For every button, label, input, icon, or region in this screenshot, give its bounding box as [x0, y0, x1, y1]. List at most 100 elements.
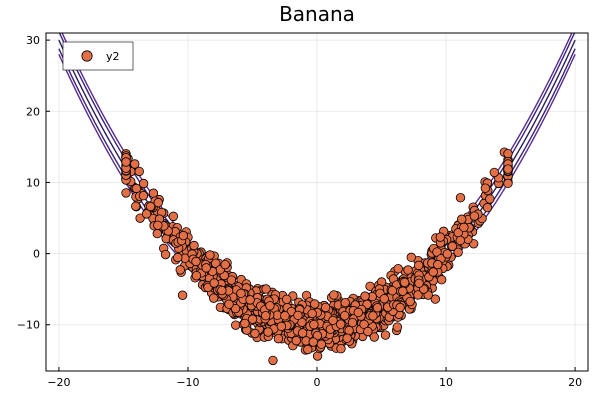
scatter-point: [336, 343, 346, 354]
scatter-point: [138, 178, 149, 189]
scatter-point: [130, 159, 140, 169]
scatter-point: [308, 337, 318, 347]
scatter-point: [309, 299, 320, 309]
scatter-point: [363, 326, 373, 337]
scatter-point: [261, 284, 271, 294]
scatter-point: [265, 301, 275, 311]
chart-title: Banana: [279, 2, 355, 26]
scatter-point: [414, 260, 424, 271]
scatter-point: [459, 222, 469, 233]
scatter-point: [217, 285, 227, 296]
axes: −20 −10 0 10 20 −10 0 10 20 30: [17, 34, 582, 389]
y-tick-label: −10: [17, 319, 40, 332]
scatter-point: [344, 325, 354, 336]
scatter-point: [329, 290, 339, 300]
scatter-points: [121, 147, 513, 366]
scatter-point: [403, 265, 413, 275]
x-tick-label: −20: [47, 376, 70, 389]
scatter-point: [379, 294, 389, 304]
scatter-point: [398, 286, 408, 296]
scatter-point: [320, 302, 331, 313]
scatter-point: [432, 247, 442, 257]
scatter-point: [428, 267, 438, 277]
scatter-point: [209, 278, 219, 288]
scatter-point: [230, 303, 241, 314]
scatter-point: [121, 157, 131, 167]
scatter-point: [369, 332, 379, 342]
y-tick-label: 10: [26, 176, 40, 189]
scatter-point: [380, 330, 391, 340]
scatter-point: [482, 202, 493, 213]
scatter-point: [405, 296, 415, 307]
scatter-point: [135, 213, 145, 223]
legend: y2: [62, 41, 134, 71]
y-tick-label: 0: [33, 248, 40, 261]
scatter-point: [335, 319, 346, 329]
scatter-point: [153, 220, 163, 230]
scatter-point: [191, 256, 201, 267]
x-tick-label: −10: [176, 376, 199, 389]
y-tick-label: 30: [26, 34, 40, 47]
x-tick-label: 20: [568, 376, 582, 389]
scatter-point: [360, 291, 370, 301]
scatter-point: [281, 294, 292, 305]
scatter-point: [291, 335, 302, 346]
scatter-point: [205, 250, 215, 260]
scatter-point: [220, 259, 230, 270]
scatter-point: [273, 333, 284, 344]
scatter-point: [268, 355, 278, 366]
scatter-point: [503, 178, 513, 189]
scatter-point: [276, 321, 287, 332]
scatter-point: [309, 319, 319, 330]
scatter-point: [240, 318, 250, 329]
scatter-point: [231, 320, 241, 330]
scatter-point: [168, 211, 179, 222]
scatter-point: [387, 285, 398, 296]
legend-label: y2: [106, 50, 120, 63]
scatter-point: [340, 310, 350, 321]
scatter-point: [208, 293, 219, 303]
scatter-point: [191, 270, 202, 281]
scatter-point: [413, 290, 423, 300]
scatter-point: [503, 164, 513, 174]
scatter-point: [226, 275, 237, 285]
scatter-point: [145, 201, 156, 212]
scatter-point: [442, 249, 453, 259]
scatter-point: [436, 275, 447, 285]
scatter-point: [177, 290, 188, 300]
scatter-point: [152, 228, 163, 239]
scatter-point: [297, 328, 308, 338]
x-tick-label: 10: [439, 376, 453, 389]
scatter-point: [175, 265, 185, 275]
y-tick-label: 20: [26, 105, 40, 118]
scatter-point: [447, 241, 458, 251]
scatter-point: [211, 258, 221, 269]
scatter-point: [189, 240, 199, 251]
scatter-point: [485, 194, 495, 204]
scatter-point: [307, 308, 317, 319]
scatter-point: [353, 307, 363, 318]
scatter-point: [263, 327, 273, 337]
scatter-point: [138, 190, 149, 201]
scatter-point: [455, 193, 466, 203]
scatter-point: [148, 188, 159, 198]
scatter-point: [250, 328, 260, 339]
scatter-point: [503, 148, 513, 159]
scatter-point: [247, 314, 258, 324]
scatter-point: [153, 197, 163, 208]
legend-box: [62, 41, 134, 71]
scatter-point: [347, 317, 358, 328]
scatter-point: [173, 252, 183, 263]
scatter-point: [245, 295, 255, 305]
scatter-point: [141, 209, 152, 219]
scatter-point: [260, 311, 271, 321]
scatter-point: [316, 339, 327, 349]
scatter-point: [280, 311, 290, 321]
scatter-point: [224, 299, 234, 309]
scatter-point: [130, 201, 141, 211]
scatter-point: [160, 249, 171, 260]
scatter-point: [457, 214, 467, 224]
scatter-point: [368, 311, 378, 321]
